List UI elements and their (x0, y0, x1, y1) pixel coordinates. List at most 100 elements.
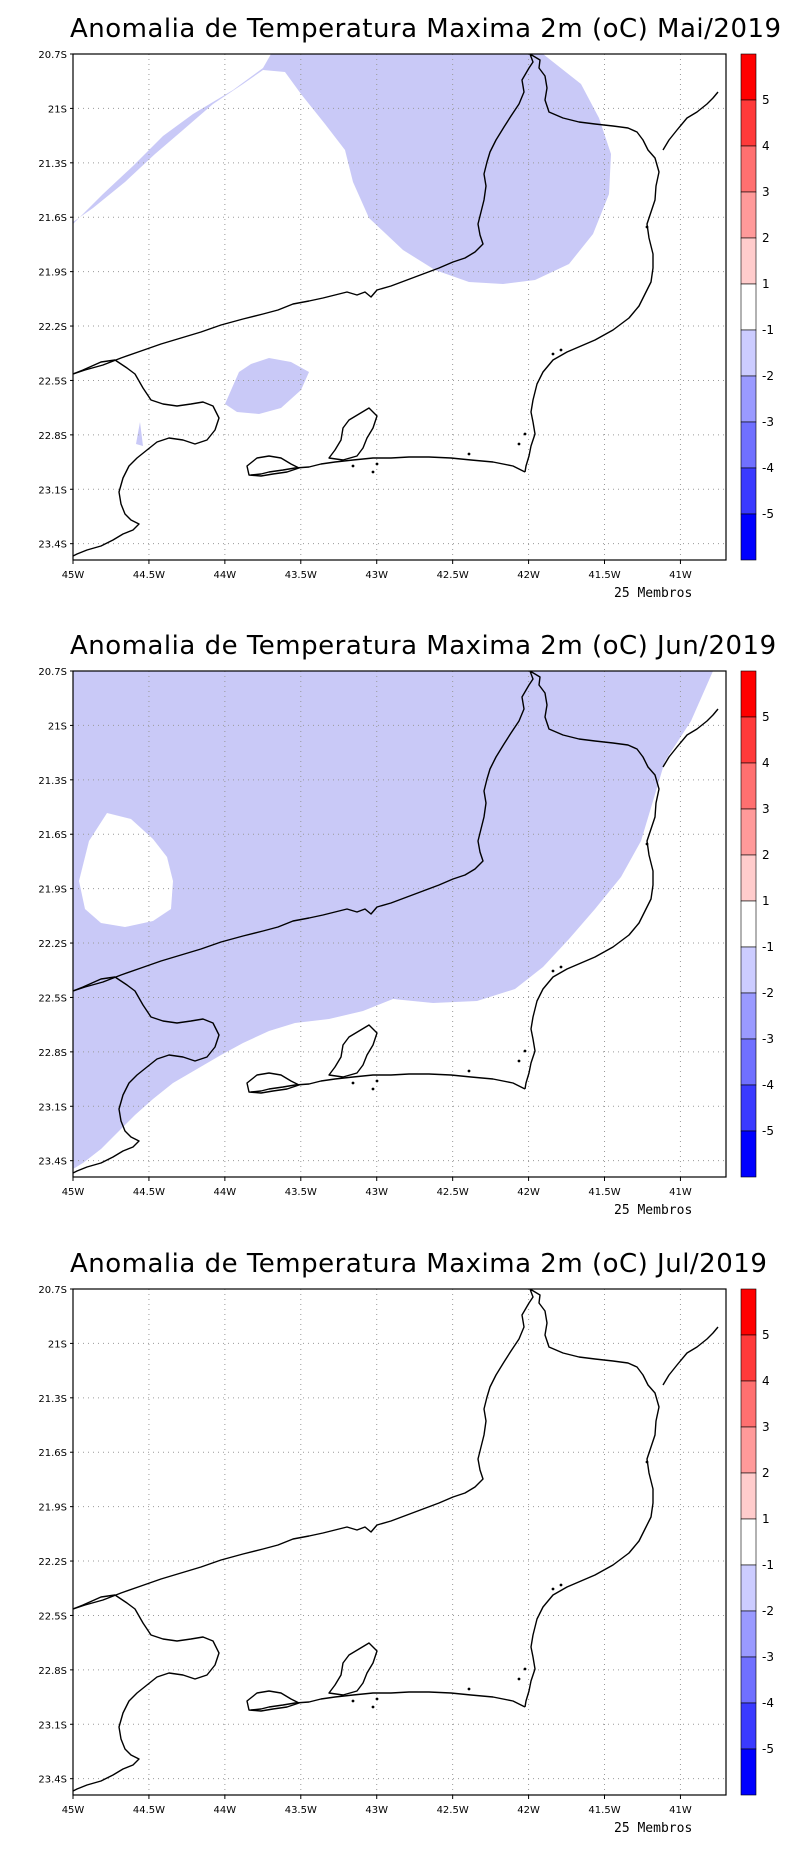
anomaly-region (73, 671, 713, 1169)
colorbar-segment (740, 99, 757, 147)
lat-tick-label: 23.1S (38, 1720, 67, 1731)
colorbar-label: -1 (762, 1558, 774, 1572)
colorbar-segment (740, 1656, 757, 1704)
boundary-line (662, 708, 719, 768)
lat-tick-label: 21.6S (38, 1448, 67, 1459)
colorbar-label: -4 (762, 461, 774, 475)
lat-tick-label: 21.3S (38, 1394, 67, 1405)
lon-tick-label: 44W (214, 1805, 237, 1816)
islet (645, 225, 649, 229)
map-panel: Anomalia de Temperatura Maxima 2m (oC) J… (0, 617, 800, 1227)
colorbar-segment (740, 1564, 757, 1612)
islet (517, 1059, 521, 1063)
islet (559, 348, 563, 352)
colorbar-label: 5 (762, 93, 770, 107)
coast-detail (328, 1024, 378, 1078)
anomaly-region (73, 54, 611, 284)
members-note: 25 Membros (614, 1821, 693, 1836)
members-note: 25 Membros (614, 586, 693, 601)
colorbar-segment (740, 1084, 757, 1132)
lon-tick-label: 42.5W (437, 1805, 469, 1816)
lon-tick-label: 43W (365, 570, 388, 581)
islet (559, 965, 563, 969)
lon-tick-label: 44W (214, 1187, 237, 1198)
islet (467, 1069, 471, 1073)
boundary-line (73, 976, 220, 1174)
islet (351, 464, 355, 468)
colorbar-label: -1 (762, 323, 774, 337)
colorbar-label: 5 (762, 710, 770, 724)
colorbar-segment (740, 992, 757, 1040)
colorbar-label: 4 (762, 1374, 770, 1388)
islet (375, 1079, 379, 1083)
lat-tick-label: 23.1S (38, 485, 67, 496)
lon-tick-label: 41.5W (588, 1805, 620, 1816)
colorbar-label: -5 (762, 507, 774, 521)
lon-tick-label: 42.5W (437, 1187, 469, 1198)
islet (467, 452, 471, 456)
colorbar-segment (740, 1130, 757, 1178)
lon-tick-label: 41W (669, 1805, 692, 1816)
lon-tick-label: 43.5W (285, 1805, 317, 1816)
grid-lines (73, 1289, 726, 1795)
colorbar-label: -4 (762, 1078, 774, 1092)
map-area (72, 53, 727, 561)
lon-tick-label: 43W (365, 1805, 388, 1816)
colorbar-segment (740, 1518, 757, 1566)
map-canvas: 20.7S21S21.3S21.6S21.9S22.2S22.5S22.8S23… (38, 667, 774, 1198)
lon-tick-label: 42.5W (437, 570, 469, 581)
lat-tick-label: 22.5S (38, 376, 67, 387)
boundary-line (73, 54, 660, 473)
lon-tick-label: 45W (62, 1187, 85, 1198)
lat-tick-label: 21.9S (38, 885, 67, 896)
lon-tick-label: 44.5W (133, 1187, 165, 1198)
lat-tick-label: 21.3S (38, 159, 67, 170)
colorbar-segment (740, 1334, 757, 1382)
islet (551, 969, 555, 973)
map-canvas: 20.7S21S21.3S21.6S21.9S22.2S22.5S22.8S23… (38, 1285, 774, 1816)
islet (523, 1667, 527, 1671)
map-panel: Anomalia de Temperatura Maxima 2m (oC) J… (0, 1235, 800, 1845)
islet (517, 442, 521, 446)
colorbar-label: -2 (762, 369, 774, 383)
map-frame (72, 670, 727, 1178)
colorbar-segment (740, 1380, 757, 1428)
boundary-line (250, 1691, 526, 1711)
lat-tick-label: 22.8S (38, 1666, 67, 1677)
lon-tick-label: 45W (62, 570, 85, 581)
lat-tick-label: 23.4S (38, 540, 67, 551)
coast-detail (246, 455, 300, 477)
colorbar-segment (740, 237, 757, 285)
islet (371, 1087, 375, 1091)
colorbar-segment (740, 762, 757, 810)
lat-tick-label: 21.9S (38, 268, 67, 279)
lat-tick-label: 22.2S (38, 322, 67, 333)
lon-tick-label: 41.5W (588, 1187, 620, 1198)
colorbar-label: 4 (762, 756, 770, 770)
lon-tick-label: 41W (669, 570, 692, 581)
lon-tick-label: 41W (669, 1187, 692, 1198)
anomaly-gap (79, 813, 173, 927)
colorbar-segment (740, 670, 757, 718)
colorbar-label: 2 (762, 231, 770, 245)
colorbar-segment (740, 1748, 757, 1796)
lat-tick-label: 21S (48, 104, 67, 115)
map-title: Anomalia de Temperatura Maxima 2m (oC) J… (70, 631, 777, 661)
map-title: Anomalia de Temperatura Maxima 2m (oC) J… (70, 1249, 768, 1279)
colorbar-segment (740, 900, 757, 948)
colorbar-label: 2 (762, 848, 770, 862)
colorbar-label: 3 (762, 185, 770, 199)
islet (645, 842, 649, 846)
lon-tick-label: 44W (214, 570, 237, 581)
lon-tick-label: 41.5W (588, 570, 620, 581)
colorbar-segment (740, 1038, 757, 1086)
islet (351, 1081, 355, 1085)
colorbar-label: 3 (762, 802, 770, 816)
islet (523, 1049, 527, 1053)
colorbar-segment (740, 191, 757, 239)
coast-detail (328, 1642, 378, 1696)
colorbar-label: 1 (762, 1512, 770, 1526)
colorbar-segment (740, 808, 757, 856)
map-frame (72, 1288, 727, 1796)
colorbar-label: -2 (762, 986, 774, 1000)
